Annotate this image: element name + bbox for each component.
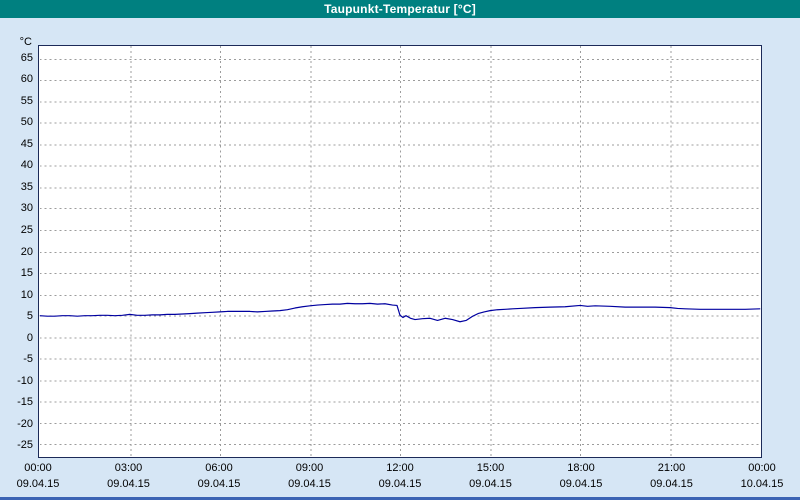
y-tick-label: 40 <box>20 159 33 172</box>
y-tick-label: -25 <box>17 439 33 452</box>
y-tick-label: 35 <box>20 180 33 193</box>
y-tick-label: -5 <box>23 353 33 366</box>
y-tick-label: 65 <box>20 51 33 64</box>
x-tick-date-label: 09.04.15 <box>288 478 331 490</box>
chart-container <box>38 45 762 458</box>
plot-area <box>38 45 762 458</box>
x-tick-time-label: 09:00 <box>295 462 324 474</box>
dewpoint-line-series <box>39 302 761 323</box>
y-tick-label: -15 <box>17 396 33 409</box>
x-axis-dates: 09.04.15 09.04.15 09.04.15 09.04.15 09.04.15… <box>0 478 800 491</box>
y-axis: 65 60 55 50 45 40 35 30 25 20 15 10 5 0 -5 -10 -15 -20 -25 <box>0 0 36 500</box>
x-tick-time-label: 12:00 <box>386 462 414 474</box>
y-tick-label: 45 <box>20 137 33 150</box>
y-tick-label: 55 <box>20 94 33 107</box>
x-tick-date-label: 10.04.15 <box>740 478 784 490</box>
x-tick-time-label: 00:00 <box>748 462 776 474</box>
y-tick-label: 15 <box>20 267 33 279</box>
x-tick-date-label: 09.04.15 <box>650 478 693 490</box>
y-tick-label: 5 <box>26 310 33 323</box>
chart-title: Taupunkt-Temperatur [°C] <box>324 2 476 16</box>
y-tick-label: 30 <box>20 202 33 215</box>
y-tick-label: 0 <box>26 331 33 344</box>
y-tick-label: 10 <box>20 288 33 301</box>
y-tick-label: 60 <box>20 73 33 86</box>
y-tick-label: 50 <box>20 116 33 129</box>
x-tick-time-label: 18:00 <box>567 462 595 474</box>
x-tick-date-label: 09.04.15 <box>378 478 422 490</box>
y-tick-label: -10 <box>17 374 33 387</box>
x-tick-time-label: 03:00 <box>114 462 143 474</box>
y-tick-label: 25 <box>20 223 33 236</box>
x-tick-time-label: 15:00 <box>476 462 505 474</box>
x-axis-times: 00:00 03:00 06:00 09:00 12:00 15:00 18:00 21:00… <box>0 462 800 475</box>
title-bar: Taupunkt-Temperatur [°C] <box>0 0 800 18</box>
x-tick-time-label: 06:00 <box>205 462 233 474</box>
x-tick-date-label: 09.04.15 <box>559 478 603 490</box>
x-tick-date-label: 09.04.15 <box>197 478 241 490</box>
x-tick-time-label: 21:00 <box>657 462 686 474</box>
x-tick-date-label: 09.04.15 <box>107 478 150 490</box>
y-tick-label: 20 <box>20 245 33 258</box>
bottom-border <box>0 497 800 500</box>
y-tick-label: -20 <box>17 417 33 430</box>
x-tick-date-label: 09.04.15 <box>469 478 512 490</box>
y-axis-unit-label: °C <box>19 36 32 48</box>
x-tick-date-label: 09.04.15 <box>16 478 60 490</box>
x-tick-time-label: 00:00 <box>24 462 52 474</box>
